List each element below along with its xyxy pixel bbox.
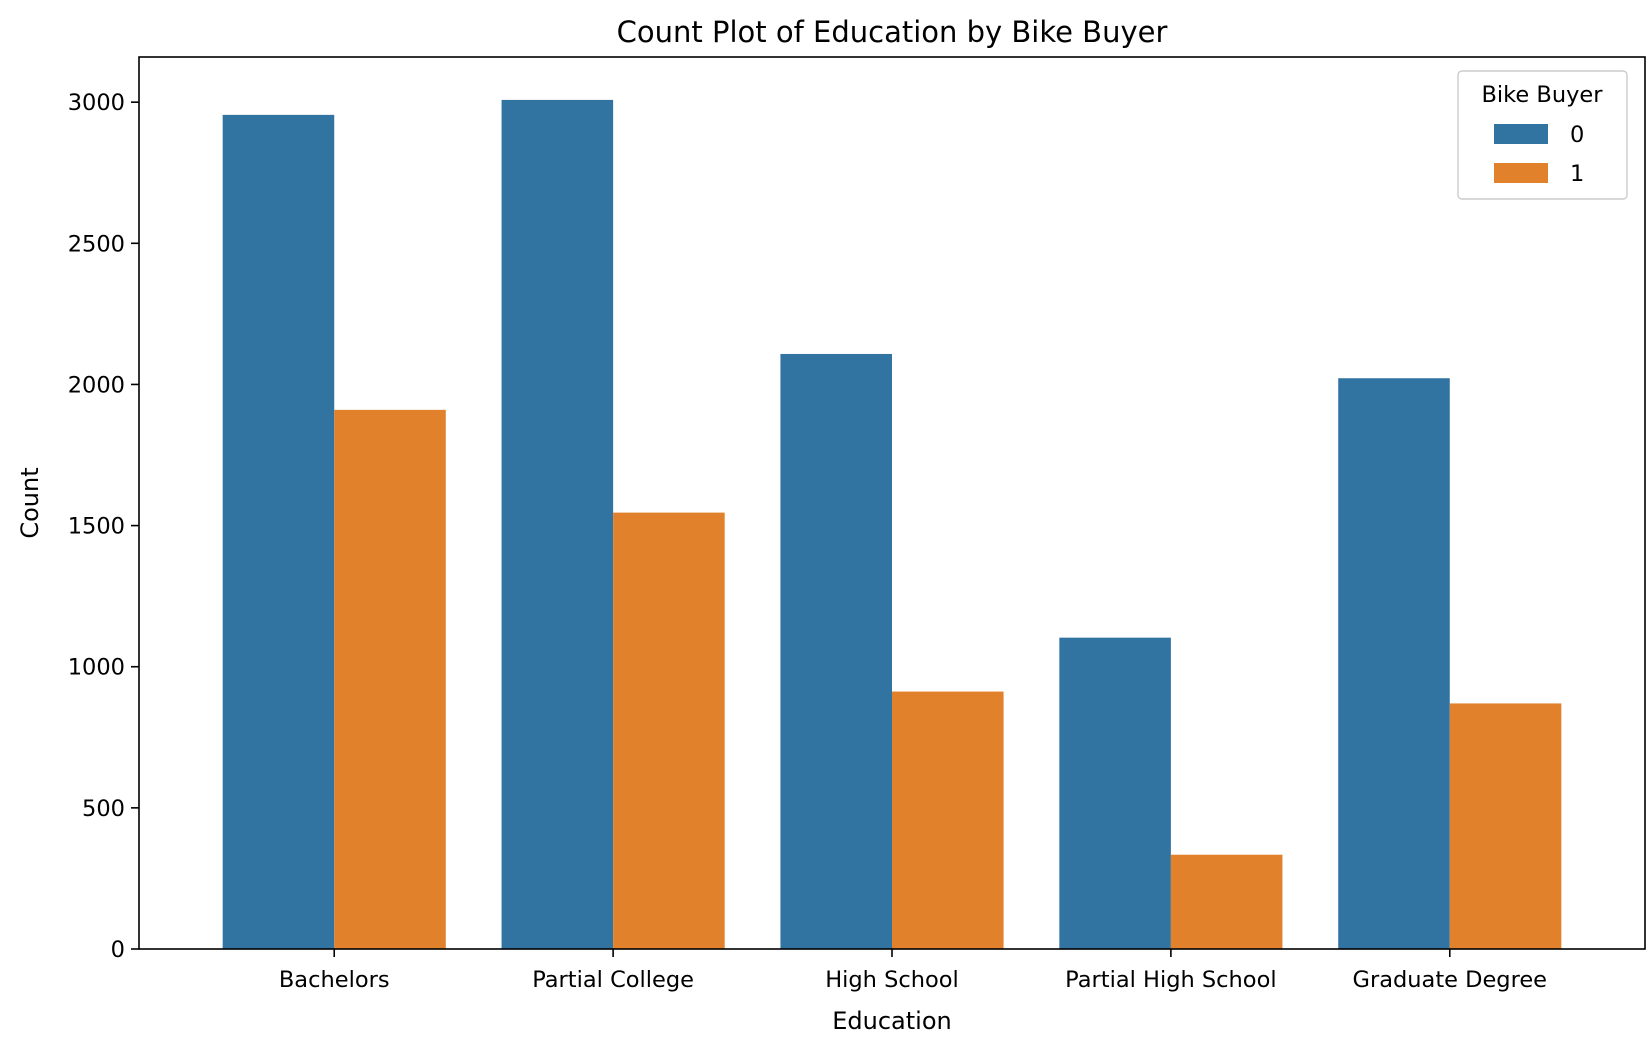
bar-bachelors-series-1 (334, 409, 446, 950)
legend: Bike Buyer 0 1 (1457, 70, 1628, 200)
y-tick-label-2000: 2000 (68, 372, 125, 398)
bar-partial-college-series-0 (501, 99, 614, 949)
y-tick-label-3000: 3000 (68, 90, 125, 116)
y-axis-label: Count (16, 467, 44, 538)
x-axis: Bachelors Partial College High School Parti… (279, 949, 1547, 993)
y-tick-label-1000: 1000 (68, 655, 125, 681)
bar-graduate-degree-series-0 (1338, 378, 1450, 950)
bar-partial-college-series-1 (613, 512, 725, 949)
legend-label-1: 1 (1570, 161, 1584, 187)
y-tick-label-1500: 1500 (68, 514, 125, 540)
x-axis-label: Education (832, 1007, 951, 1035)
bar-high-school-series-1 (892, 691, 1004, 949)
legend-swatch-0 (1494, 124, 1548, 144)
legend-label-0: 0 (1570, 122, 1584, 148)
y-tick-label-0: 0 (111, 937, 125, 963)
legend-title: Bike Buyer (1481, 82, 1603, 108)
y-axis: 0 500 1000 1500 2000 2500 3000 (68, 90, 139, 963)
x-tick-label-partial-college: Partial College (532, 967, 694, 993)
bar-partial-high-school-series-1 (1170, 854, 1283, 949)
bar-bachelors-series-0 (222, 114, 335, 950)
bars-group (222, 99, 1562, 950)
bar-high-school-series-0 (780, 353, 892, 950)
bar-graduate-degree-series-1 (1449, 703, 1562, 949)
chart-title: Count Plot of Education by Bike Buyer (617, 15, 1168, 49)
x-tick-label-high-school: High School (825, 967, 959, 993)
x-tick-label-graduate-degree: Graduate Degree (1353, 967, 1548, 993)
x-tick-label-partial-high-school: Partial High School (1065, 967, 1276, 993)
y-tick-label-2500: 2500 (68, 231, 125, 257)
bar-partial-high-school-series-0 (1059, 637, 1171, 949)
y-tick-label-500: 500 (82, 796, 125, 822)
legend-swatch-1 (1494, 163, 1548, 183)
x-tick-label-bachelors: Bachelors (279, 967, 390, 993)
